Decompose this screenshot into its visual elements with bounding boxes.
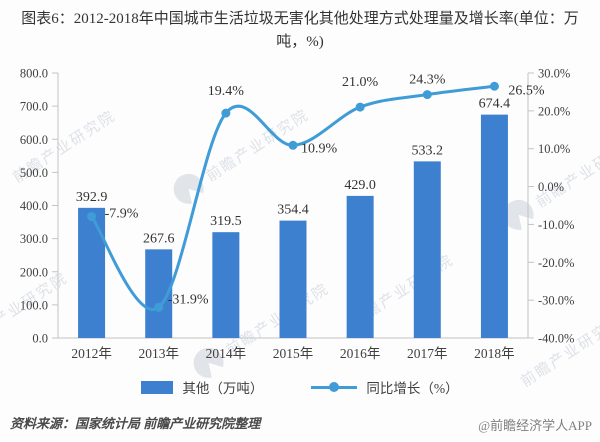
left-axis-tick-label: 0.0	[32, 332, 48, 346]
bar-value-label: 267.6	[143, 231, 175, 246]
line-point-2017年	[422, 90, 432, 100]
right-axis-tick-label: 0.0%	[538, 180, 564, 194]
line-value-label: 10.9%	[301, 141, 338, 156]
chart-canvas: 800.0 700.0 600.0 500.0 400.0 300.0 200.0 100.0…	[20, 67, 575, 362]
bar-value-label: 429.0	[344, 178, 376, 193]
legend-item-line: 同比增长（%）	[311, 377, 459, 397]
left-axis-tick-label: 300.0	[20, 232, 48, 246]
left-axis-tick-label: 500.0	[20, 166, 48, 180]
bar-2014年	[212, 232, 240, 338]
right-axis-tick-label: 20.0%	[538, 104, 570, 118]
left-axis-tick-label: 100.0	[20, 298, 48, 312]
chart-legend: 其他（万吨） 同比增长（%）	[0, 377, 600, 397]
bar-2012年	[78, 207, 106, 338]
bar-2016年	[346, 195, 374, 338]
right-axis-tick-label: -10.0%	[538, 218, 574, 232]
bar-value-label: 674.4	[479, 97, 511, 112]
bar-value-label: 319.5	[210, 214, 242, 229]
legend-line-label: 同比增长（%）	[366, 381, 459, 396]
line-value-label: -7.9%	[105, 206, 139, 221]
left-axis-tick-label: 200.0	[20, 265, 48, 279]
line-point-2014年	[221, 108, 231, 118]
line-point-2016年	[355, 102, 365, 112]
right-axis-tick-label: -40.0%	[538, 332, 574, 346]
bar-2015年	[279, 220, 307, 338]
left-axis-tick-label: 700.0	[20, 100, 48, 114]
bar-value-label: 354.4	[277, 203, 309, 218]
credit-note: @前瞻经济学人APP	[478, 418, 592, 433]
line-point-2012年	[87, 211, 97, 221]
line-value-label: 26.5%	[508, 83, 545, 98]
left-axis-tick-label: 400.0	[20, 199, 48, 213]
line-value-label: 24.3%	[409, 73, 446, 88]
bar-2017年	[413, 161, 441, 338]
right-axis-tick-label: -20.0%	[538, 256, 574, 270]
chart-title: 图表6：2012-2018年中国城市生活垃圾无害化其他处理方式处理量及增长率(单…	[21, 11, 579, 50]
bar-value-label: 533.2	[412, 143, 444, 158]
right-axis-tick-label: 30.0%	[538, 67, 570, 81]
legend-line-swatch-icon	[311, 382, 358, 392]
x-axis-label: 2012年	[71, 346, 112, 361]
x-axis-label: 2014年	[206, 346, 247, 361]
left-axis-tick-label: 800.0	[20, 67, 48, 81]
x-axis-label: 2015年	[273, 346, 314, 361]
right-axis-tick-label: 10.0%	[538, 142, 570, 156]
right-axis-tick-label: -30.0%	[538, 294, 574, 308]
legend-bar-label: 其他（万吨）	[182, 381, 264, 396]
bar-2018年	[480, 114, 508, 338]
x-axis-label: 2016年	[340, 346, 381, 361]
legend-bar-swatch-icon	[141, 380, 174, 394]
line-value-label: -31.9%	[168, 292, 209, 307]
legend-line-marker-icon	[329, 382, 340, 392]
line-value-label: 21.0%	[342, 75, 379, 90]
source-note: 资料来源：国家统计局 前瞻产业研究院整理	[10, 416, 261, 431]
line-point-2018年	[489, 81, 499, 91]
legend-item-bar: 其他（万吨）	[141, 377, 263, 397]
x-axis-label: 2013年	[138, 346, 179, 361]
line-point-2013年	[154, 302, 164, 312]
left-axis-tick-label: 600.0	[20, 133, 48, 147]
line-value-label: 19.4%	[208, 84, 245, 99]
x-axis-label: 2018年	[474, 346, 515, 361]
bar-value-label: 392.9	[76, 190, 108, 205]
x-axis-label: 2017年	[407, 346, 448, 361]
line-point-2015年	[288, 140, 298, 150]
